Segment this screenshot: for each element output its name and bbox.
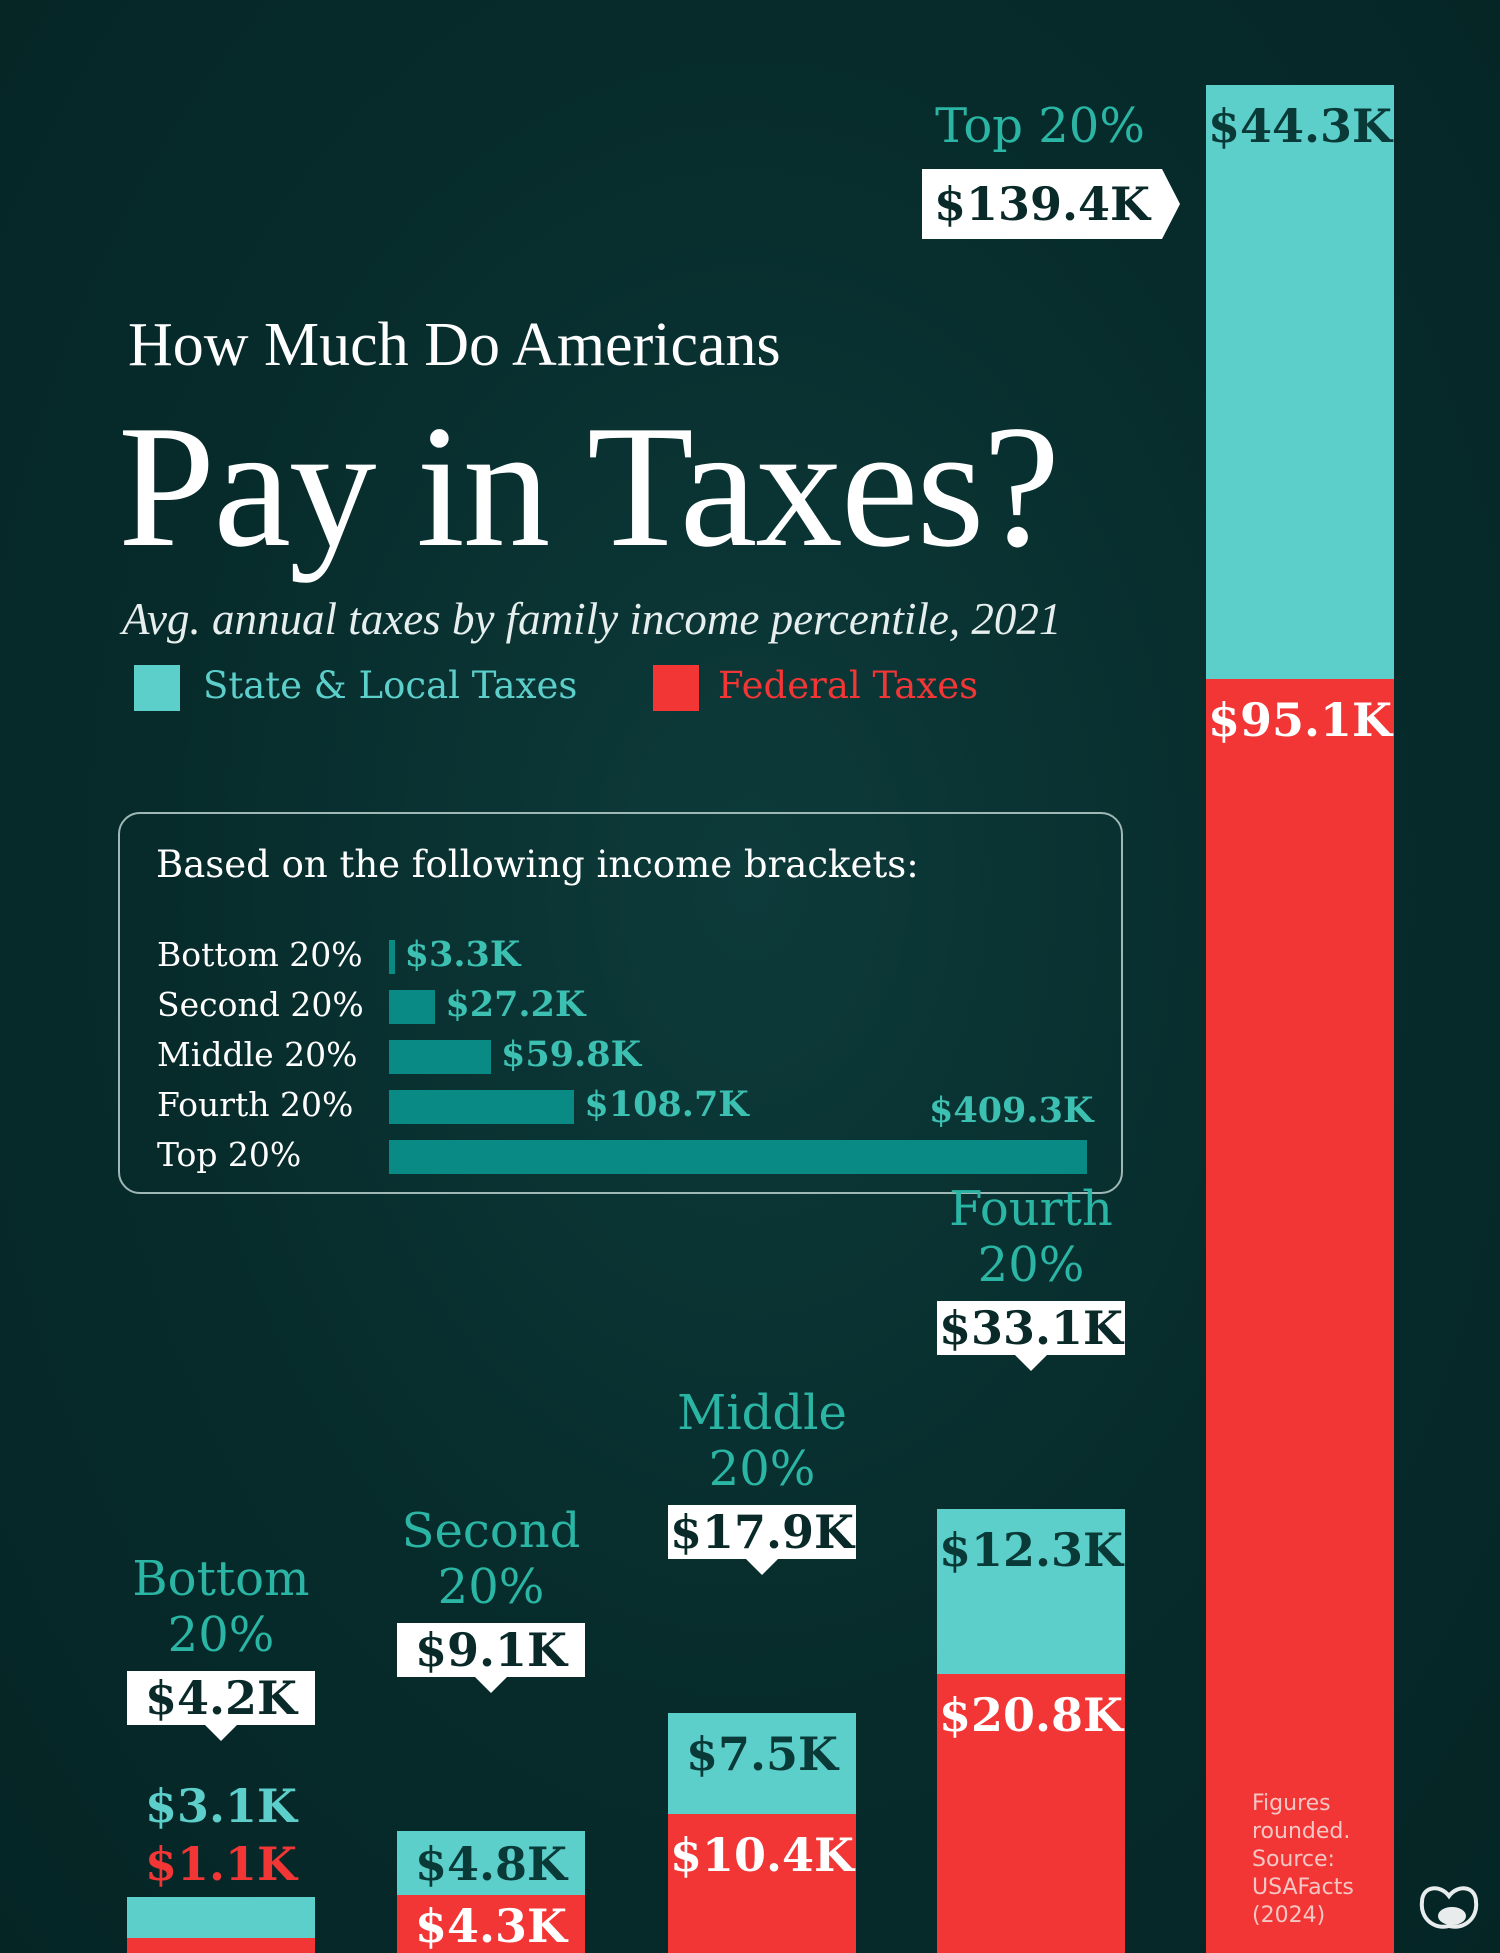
income-brackets-heading: Based on the following income brackets:: [156, 843, 919, 886]
value-label-state-local: $44.3K: [1207, 99, 1393, 153]
category-label: Fourth: [949, 1181, 1113, 1238]
bracket-label: Top 20%: [157, 1135, 302, 1174]
bracket-value: $3.3K: [404, 934, 521, 975]
category-label: Second: [401, 1503, 581, 1560]
legend-label-federal: Federal Taxes: [718, 664, 979, 707]
bracket-value: $59.8K: [500, 1034, 641, 1075]
value-label-state-local: $4.8K: [414, 1837, 567, 1892]
bar-federal: $95.1K: [1206, 678, 1394, 1953]
bracket-bar: [389, 1040, 491, 1074]
bracket-bar: [389, 990, 436, 1024]
bar-federal: $4.3K: [397, 1895, 585, 1953]
value-label-federal: $10.4K: [669, 1827, 855, 1882]
legend-label-state-local: State & Local Taxes: [203, 664, 578, 707]
value-label-federal: $95.1K: [1207, 692, 1393, 747]
bracket-label: Second 20%: [157, 985, 364, 1024]
title-line-1: How Much Do Americans: [128, 311, 781, 379]
category-label: 20%: [977, 1237, 1085, 1294]
page-title: Pay in Taxes?: [118, 389, 1060, 583]
bar-state-local: $7.5K: [668, 1713, 856, 1814]
category-label: Top 20%: [935, 98, 1145, 154]
bar-state-local: $12.3K: [937, 1509, 1125, 1675]
bracket-value: $108.7K: [584, 1084, 749, 1125]
total-callout: $17.9K: [668, 1505, 856, 1576]
footnote-line: Source:: [1252, 1847, 1335, 1872]
legend-swatch-state-local: [134, 665, 180, 711]
bar-state-local: $44.3K: [1206, 85, 1394, 679]
footnote-line: (2024): [1252, 1903, 1326, 1928]
bar-federal: $10.4K: [668, 1813, 856, 1953]
value-label-federal: $4.3K: [414, 1899, 567, 1953]
value-label-federal: $1.1K: [144, 1836, 297, 1891]
total-callout: $4.2K: [127, 1670, 315, 1741]
income-brackets-panel: [118, 812, 1123, 1194]
footnote-line: Figures: [1252, 1791, 1331, 1816]
category-label: 20%: [708, 1441, 816, 1498]
subtitle: Avg. annual taxes by family income perce…: [122, 594, 1062, 644]
value-label-state-local: $12.3K: [938, 1523, 1124, 1578]
bar-federal: $20.8K: [937, 1674, 1125, 1953]
bracket-label: Middle 20%: [157, 1035, 358, 1074]
bracket-label: Fourth 20%: [157, 1085, 354, 1124]
value-label-federal: $20.8K: [938, 1688, 1124, 1743]
footnote-line: rounded.: [1252, 1819, 1351, 1844]
bracket-value: $409.3K: [929, 1090, 1094, 1131]
bar-state-local: [127, 1896, 315, 1939]
brand-logo-icon: [1419, 1886, 1479, 1929]
bar-state-local: $4.8K: [397, 1831, 585, 1896]
bracket-bar: [389, 1090, 575, 1124]
bracket-bar: [389, 940, 395, 974]
value-label-state-local: $7.5K: [685, 1727, 838, 1782]
legend-swatch-federal: [653, 665, 699, 711]
total-callout: $33.1K: [937, 1301, 1125, 1372]
total-callout: $9.1K: [397, 1623, 585, 1694]
category-label: Bottom: [132, 1550, 310, 1607]
bar-federal: [127, 1938, 315, 1953]
footnote: Figures rounded. Source: USAFacts (2024): [1252, 1790, 1354, 1930]
bracket-value: $27.2K: [445, 984, 586, 1025]
bracket-bar: [389, 1140, 1087, 1174]
footnote-line: USAFacts: [1252, 1875, 1354, 1900]
total-callout: $139.4K: [922, 169, 1180, 239]
category-label: Middle: [677, 1385, 847, 1442]
value-label-state-local: $3.1K: [144, 1778, 297, 1833]
bracket-label: Bottom 20%: [157, 935, 363, 974]
category-label: 20%: [167, 1606, 275, 1663]
category-label: 20%: [437, 1559, 545, 1616]
